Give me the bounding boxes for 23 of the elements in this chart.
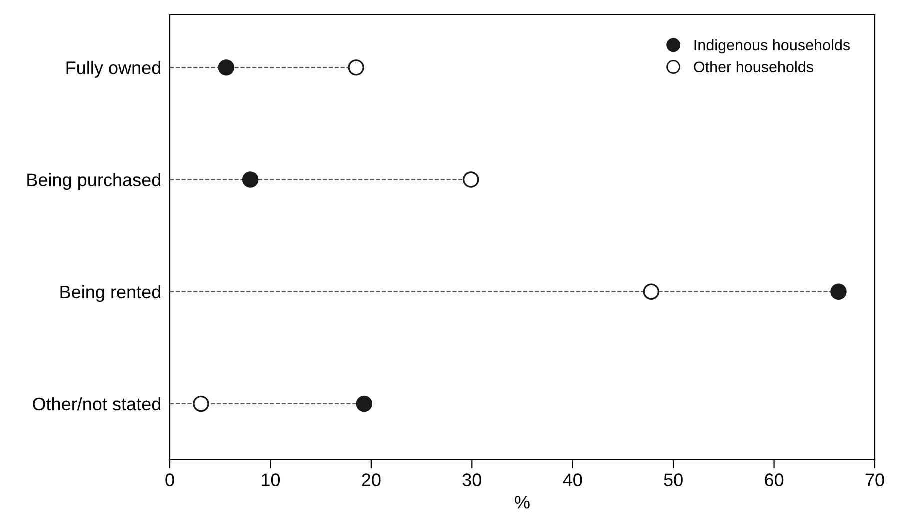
x-axis-title: % (515, 496, 530, 509)
x-tick-label: 10 (262, 474, 280, 486)
point (830, 284, 847, 300)
x-tick-label: 20 (362, 474, 381, 486)
legend-label: Indigenous households (694, 39, 850, 54)
point (356, 396, 372, 412)
x-tick-label: 60 (765, 474, 784, 486)
point (463, 172, 480, 188)
x-tick-label: 70 (866, 474, 884, 486)
point (643, 284, 660, 300)
point (218, 60, 235, 76)
point (193, 396, 210, 412)
x-tick-label: 40 (563, 474, 582, 486)
y-tick-label: Other/not stated (33, 397, 161, 411)
point (242, 172, 259, 188)
point (348, 60, 364, 76)
y-tick-label: Being rented (60, 285, 161, 302)
y-tick-label: Being purchased (28, 173, 161, 190)
y-tick-label: Fully owned (66, 61, 161, 78)
x-tick-label: 30 (462, 474, 482, 486)
x-tick-label: 0 (166, 474, 174, 486)
legend-label: Other households (694, 61, 814, 73)
x-tick-label: 50 (664, 474, 683, 486)
